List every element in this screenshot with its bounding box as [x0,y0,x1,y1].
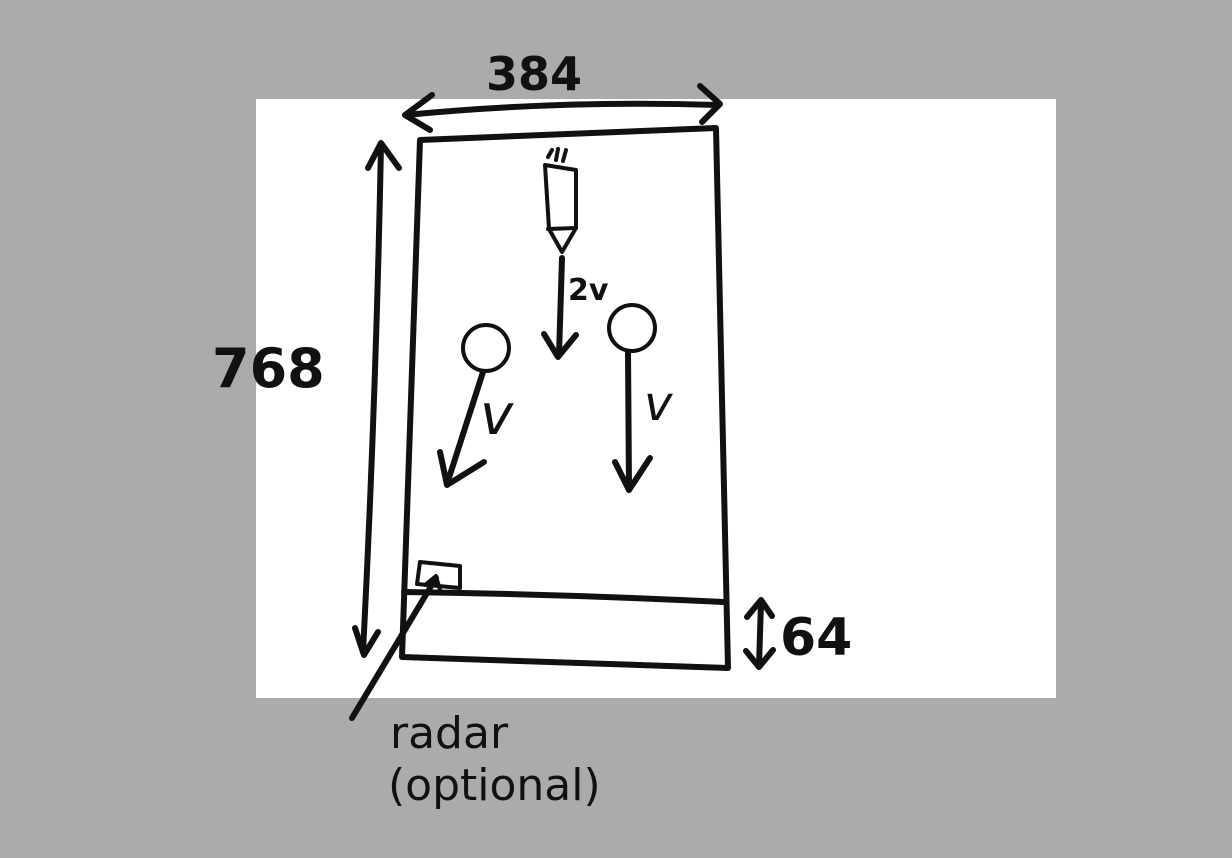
ball-icon [461,323,511,373]
left-enemy-speed-label: v [480,383,514,448]
right-enemy-speed-label: v [644,376,673,432]
radar-box [415,560,462,590]
ball-icon [607,303,657,353]
radar-label: radar [390,708,509,759]
width-dimension-arrow [402,83,723,133]
radar-pointer-arrow [349,574,442,721]
right-enemy-motion-arrow [612,349,653,493]
rocket-icon [543,147,578,254]
left-enemy-motion-arrow [437,369,487,488]
player-motion-arrow [541,255,579,360]
bar-height-arrow [743,597,776,670]
height-label: 768 [212,337,325,400]
player-speed-label: 2v [568,273,609,308]
width-label: 384 [486,47,582,101]
status-bar-divider [401,589,727,605]
radar-optional-label: (optional) [388,760,601,811]
screen-outline [399,125,731,671]
height-dimension-arrow [352,140,402,658]
bar-height-label: 64 [780,608,852,668]
